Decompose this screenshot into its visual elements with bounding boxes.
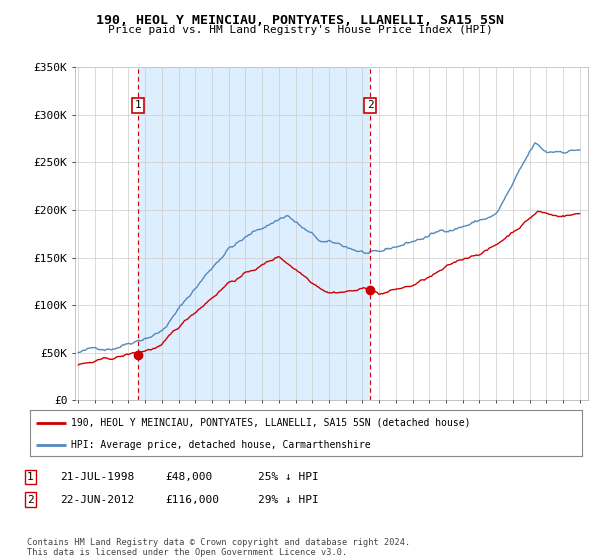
- Text: 2: 2: [367, 100, 374, 110]
- Text: £116,000: £116,000: [165, 494, 219, 505]
- Text: 22-JUN-2012: 22-JUN-2012: [60, 494, 134, 505]
- Text: 25% ↓ HPI: 25% ↓ HPI: [258, 472, 319, 482]
- Text: Price paid vs. HM Land Registry's House Price Index (HPI): Price paid vs. HM Land Registry's House …: [107, 25, 493, 35]
- Bar: [137, 67, 370, 400]
- Text: Contains HM Land Registry data © Crown copyright and database right 2024.
This d: Contains HM Land Registry data © Crown c…: [27, 538, 410, 557]
- Text: £48,000: £48,000: [165, 472, 212, 482]
- Text: 190, HEOL Y MEINCIAU, PONTYATES, LLANELLI, SA15 5SN: 190, HEOL Y MEINCIAU, PONTYATES, LLANELL…: [96, 14, 504, 27]
- Text: 1: 1: [134, 100, 141, 110]
- Text: 2: 2: [27, 494, 34, 505]
- Text: 1: 1: [27, 472, 34, 482]
- Text: 29% ↓ HPI: 29% ↓ HPI: [258, 494, 319, 505]
- Text: HPI: Average price, detached house, Carmarthenshire: HPI: Average price, detached house, Carm…: [71, 440, 371, 450]
- Text: 190, HEOL Y MEINCIAU, PONTYATES, LLANELLI, SA15 5SN (detached house): 190, HEOL Y MEINCIAU, PONTYATES, LLANELL…: [71, 418, 471, 428]
- Text: 21-JUL-1998: 21-JUL-1998: [60, 472, 134, 482]
